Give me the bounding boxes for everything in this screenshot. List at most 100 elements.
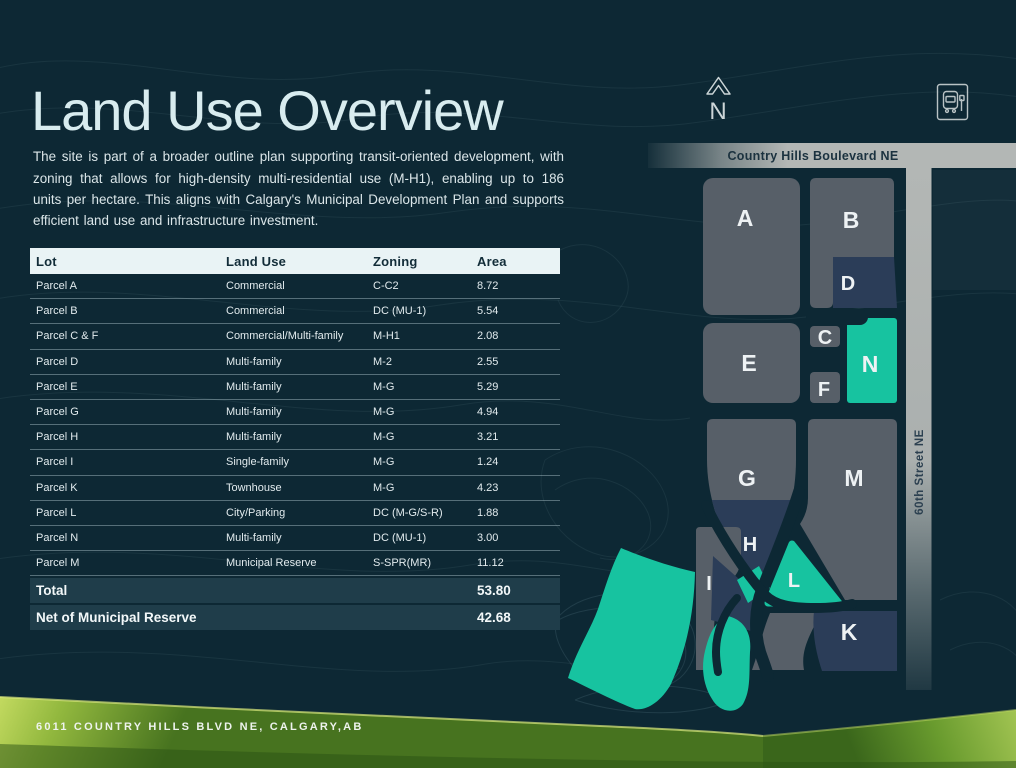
table-row: Parcel D Multi-family M-2 2.55	[30, 350, 560, 375]
parcel-d-shape	[833, 257, 897, 308]
cell-area: 5.29	[477, 380, 499, 393]
cell-zoning: DC (MU-1)	[373, 305, 427, 318]
cell-zoning: C-C2	[373, 280, 399, 293]
cell-zoning: M-G	[373, 380, 395, 393]
parcel-l-label: L	[788, 570, 800, 592]
cell-area: 2.55	[477, 355, 499, 368]
cell-land-use: Commercial	[226, 305, 285, 318]
table-row: Parcel E Multi-family M-G 5.29	[30, 375, 560, 400]
parcel-n-shape	[847, 318, 897, 403]
summary-row-net: Net of Municipal Reserve 42.68	[30, 605, 560, 631]
grass-foreground-shade	[0, 744, 1016, 768]
grass-rim-right	[762, 709, 1016, 737]
cell-zoning: M-G	[373, 481, 395, 494]
table-row: Parcel M Municipal Reserve S-SPR(MR) 11.12	[30, 551, 560, 577]
cell-land-use: Multi-family	[226, 380, 282, 393]
col-header-area: Area	[477, 253, 507, 269]
col-header-zoning: Zoning	[373, 253, 418, 269]
parcel-c-label: C	[818, 327, 832, 349]
parcel-k-shape	[813, 611, 897, 671]
parcel-g-label: G	[738, 465, 756, 491]
cell-land-use: Townhouse	[226, 481, 282, 494]
parcel-e-label: E	[741, 350, 756, 376]
reserve-blob	[568, 548, 695, 710]
cell-area: 4.94	[477, 406, 499, 419]
cell-land-use: City/Parking	[226, 506, 286, 519]
cell-land-use: Multi-family	[226, 406, 282, 419]
cell-lot: Parcel K	[36, 481, 78, 494]
parcel-m-shape	[800, 419, 897, 600]
footer-address: 6011 COUNTRY HILLS BLVD NE, CALGARY,AB	[36, 721, 364, 733]
table-row: Parcel B Commercial DC (MU-1) 5.54	[30, 299, 560, 325]
cell-lot: Parcel G	[36, 406, 79, 419]
parcel-a-shape	[703, 178, 800, 315]
parcel-m-label: M	[844, 465, 863, 491]
parcel-b-shape	[810, 178, 894, 308]
cell-area: 3.00	[477, 531, 499, 544]
table-header-row: Lot Land Use Zoning Area	[30, 248, 560, 274]
cell-area: 4.23	[477, 481, 499, 494]
table-row: Parcel K Townhouse M-G 4.23	[30, 476, 560, 501]
cell-zoning: DC (M-G/S-R)	[373, 506, 443, 519]
cell-land-use: Multi-family	[226, 431, 282, 444]
table-row: Parcel H Multi-family M-G 3.21	[30, 425, 560, 451]
col-header-lot: Lot	[36, 253, 57, 269]
cell-zoning: M-G	[373, 431, 395, 444]
total-label: Total	[36, 583, 68, 599]
cell-land-use: Multi-family	[226, 531, 282, 544]
road-country-hills-label: Country Hills Boulevard NE	[727, 149, 898, 163]
total-value: 53.80	[477, 583, 511, 599]
parcel-a-label: A	[737, 205, 754, 231]
compass-n-label: N	[709, 98, 726, 125]
table-row: Parcel G Multi-family M-G 4.94	[30, 400, 560, 426]
cell-area: 3.21	[477, 431, 499, 444]
cell-lot: Parcel L	[36, 506, 77, 519]
cell-area: 2.08	[477, 330, 499, 343]
road-country-hills	[648, 143, 1016, 168]
cell-land-use: Single-family	[226, 456, 289, 469]
grass-right-hill	[763, 710, 1016, 768]
parcel-b-label: B	[843, 207, 860, 233]
cell-zoning: DC (MU-1)	[373, 531, 427, 544]
culdesac-stub	[806, 309, 868, 325]
table-row: Parcel C & F Commercial/Multi-family M-H1 2…	[30, 324, 560, 350]
cell-lot: Parcel N	[36, 531, 79, 544]
cell-land-use: Commercial	[226, 280, 285, 293]
parcel-f-shape	[810, 372, 840, 403]
parcel-e-shape	[703, 323, 800, 403]
table-row: Parcel N Multi-family DC (MU-1) 3.00	[30, 526, 560, 552]
parcel-n-label: N	[862, 351, 879, 377]
intro-paragraph: The site is part of a broader outline pl…	[33, 149, 564, 228]
net-label: Net of Municipal Reserve	[36, 610, 197, 626]
parcel-f-label: F	[818, 379, 830, 401]
page-title: Land Use Overview	[31, 78, 504, 142]
parcel-i-shape	[696, 527, 741, 670]
cell-area: 1.24	[477, 456, 499, 469]
bus-stop-icon	[936, 83, 969, 121]
cell-zoning: M-2	[373, 355, 392, 368]
summary-row-total: Total 53.80	[30, 578, 560, 604]
cell-lot: Parcel D	[36, 355, 79, 368]
table-row: Parcel I Single-family M-G 1.24	[30, 450, 560, 476]
net-value: 42.68	[477, 610, 511, 626]
cell-land-use: Multi-family	[226, 355, 282, 368]
cell-lot: Parcel I	[36, 456, 74, 469]
road-60th-street-label: 60th Street NE	[914, 429, 926, 515]
parcel-k-label: K	[841, 619, 858, 645]
cell-lot: Parcel B	[36, 305, 78, 318]
road-60th-street	[906, 168, 932, 690]
cell-lot: Parcel C & F	[36, 330, 99, 343]
cell-zoning: M-H1	[373, 330, 400, 343]
cell-zoning: S-SPR(MR)	[373, 557, 432, 570]
cell-area: 1.88	[477, 506, 499, 519]
cell-land-use: Municipal Reserve	[226, 557, 317, 570]
cell-zoning: M-G	[373, 406, 395, 419]
cell-land-use: Commercial/Multi-family	[226, 330, 344, 343]
land-use-table: Lot Land Use Zoning Area Parcel A Commerc…	[30, 248, 560, 631]
parcel-i-label: I	[706, 573, 712, 595]
internal-streets	[701, 486, 857, 682]
cell-zoning: M-G	[373, 456, 395, 469]
parcel-h-label: H	[743, 534, 757, 556]
cell-lot: Parcel H	[36, 431, 79, 444]
